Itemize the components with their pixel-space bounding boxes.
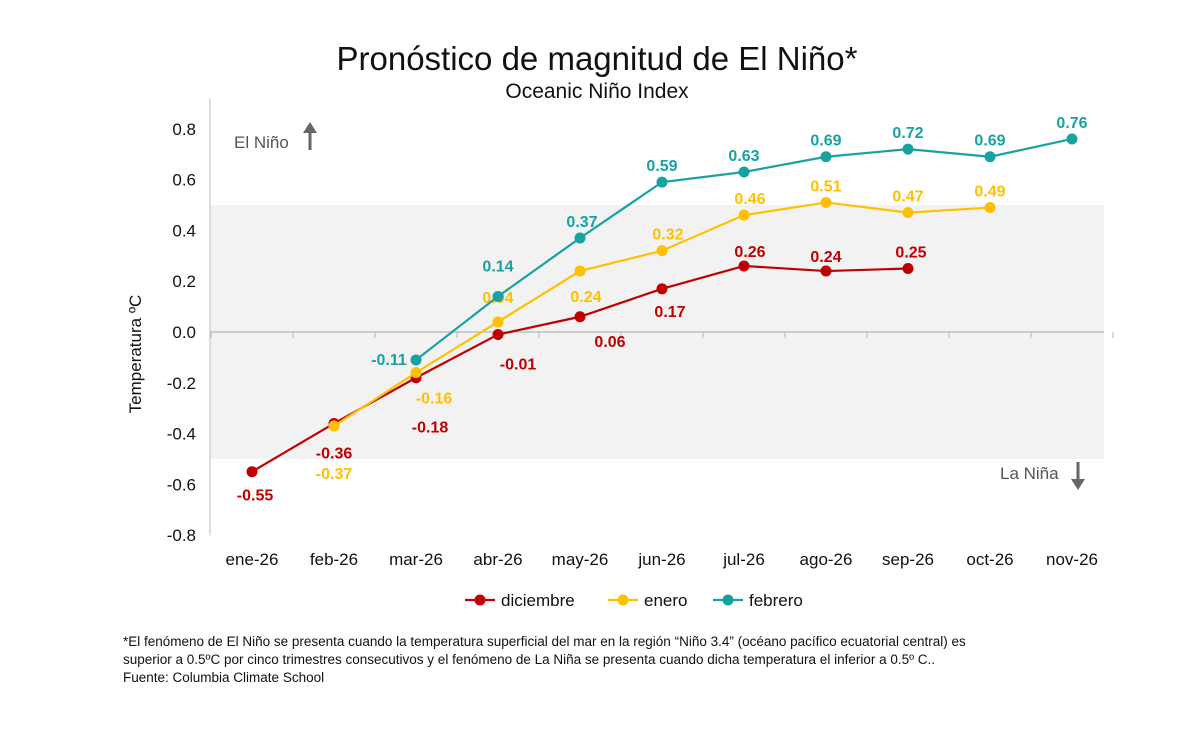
y-tick-label: 0.8	[172, 120, 196, 139]
data-point-enero	[902, 207, 914, 219]
data-point-febrero	[1066, 133, 1078, 145]
legend-item-febrero: febrero	[713, 591, 803, 610]
series-febrero: -0.11 0.14 0.37 0.59 0.63 0.69 0.72 0.69 0.76	[371, 115, 1087, 369]
la-nina-annotation: La Niña	[1000, 464, 1059, 483]
y-tick-label: -0.4	[167, 425, 196, 444]
series-layer: -0.55 -0.36 -0.18 -0.01 0.06 0.17 0.26 0.24 0.25…	[237, 115, 1088, 505]
data-point-febrero	[492, 290, 504, 302]
data-label-enero: 0.24	[570, 289, 601, 306]
legend-label: diciembre	[501, 591, 575, 610]
data-label-diciembre: 0.17	[654, 304, 685, 321]
data-label-febrero: 0.69	[974, 133, 1005, 150]
y-tick-label: -0.8	[167, 526, 196, 545]
x-tick-labels: ene-26 feb-26 mar-26 abr-26 may-26 jun-26 jul-…	[210, 332, 1114, 569]
series-enero: -0.37-0.160.040.240.320.460.510.470.49	[316, 178, 1006, 483]
data-label-febrero: 0.76	[1056, 115, 1087, 132]
y-tick-label: 0.4	[172, 221, 196, 240]
data-point-febrero	[984, 151, 996, 163]
data-label-febrero: 0.59	[646, 158, 677, 175]
data-point-febrero	[574, 232, 586, 244]
data-label-febrero: -0.11	[371, 352, 407, 369]
data-point-febrero	[656, 176, 668, 188]
arrow-down-icon	[1071, 462, 1085, 490]
y-tick-label: 0.2	[172, 272, 196, 291]
data-point-enero	[738, 209, 750, 221]
footnote-line-2: superior a 0.5ºC por cinco trimestres co…	[123, 652, 936, 667]
data-point-diciembre	[656, 283, 668, 295]
data-label-diciembre: 0.25	[895, 245, 926, 262]
data-point-febrero	[820, 151, 832, 163]
x-tick-label: abr-26	[473, 550, 522, 569]
legend-item-diciembre: diciembre	[465, 591, 575, 610]
data-point-diciembre	[574, 311, 586, 323]
legend-marker	[722, 594, 734, 606]
data-point-enero	[410, 367, 422, 379]
el-nino-annotation: El Niño	[234, 133, 289, 152]
data-label-diciembre: -0.36	[316, 445, 353, 462]
data-point-febrero	[738, 166, 750, 178]
data-label-enero: 0.46	[734, 191, 765, 208]
data-label-diciembre: 0.24	[810, 249, 841, 266]
data-label-febrero: 0.37	[566, 214, 597, 231]
y-axis-label: Temperatura ºC	[126, 295, 145, 414]
data-label-febrero: 0.14	[482, 258, 513, 275]
data-label-enero: 0.49	[974, 184, 1005, 201]
y-tick-label: 0.0	[172, 323, 196, 342]
x-tick-label: nov-26	[1046, 550, 1098, 569]
data-point-febrero	[410, 354, 422, 366]
data-label-enero: 0.32	[652, 227, 683, 244]
legend-item-enero: enero	[608, 591, 687, 610]
data-label-febrero: 0.69	[810, 133, 841, 150]
data-label-diciembre: -0.18	[412, 420, 449, 437]
y-tick-label: 0.6	[172, 171, 196, 190]
x-tick-label: jul-26	[722, 550, 765, 569]
footnote-line-3: Fuente: Columbia Climate School	[123, 670, 325, 685]
arrow-up-icon	[303, 122, 317, 150]
data-label-enero: 0.47	[892, 189, 923, 206]
legend-marker	[474, 594, 486, 606]
data-label-diciembre: 0.26	[734, 244, 765, 261]
y-tick-label: -0.6	[167, 475, 196, 494]
data-label-diciembre: -0.01	[500, 357, 537, 374]
legend-label: enero	[644, 591, 687, 610]
x-tick-label: feb-26	[310, 550, 358, 569]
data-point-enero	[492, 316, 504, 328]
data-point-febrero	[902, 143, 914, 155]
data-label-enero: -0.16	[416, 391, 453, 408]
x-tick-label: may-26	[552, 550, 609, 569]
data-label-diciembre: -0.55	[237, 488, 274, 505]
data-label-enero: 0.51	[810, 178, 841, 195]
data-point-enero	[820, 196, 832, 208]
data-point-enero	[656, 245, 668, 257]
data-point-diciembre	[246, 466, 258, 478]
data-point-diciembre	[820, 265, 832, 277]
x-tick-label: mar-26	[389, 550, 443, 569]
y-tick-label: -0.2	[167, 374, 196, 393]
x-tick-label: jun-26	[637, 550, 685, 569]
data-point-diciembre	[738, 260, 750, 272]
x-tick-label: oct-26	[966, 550, 1013, 569]
y-tick-labels: 0.8 0.6 0.4 0.2 0.0 -0.2 -0.4 -0.6 -0.8	[167, 120, 196, 545]
x-tick-label: sep-26	[882, 550, 934, 569]
data-label-febrero: 0.63	[728, 148, 759, 165]
data-label-febrero: 0.72	[892, 125, 923, 142]
legend-label: febrero	[749, 591, 803, 610]
legend-marker	[617, 594, 629, 606]
data-point-enero	[984, 202, 996, 214]
x-tick-label: ene-26	[226, 550, 279, 569]
data-label-enero: -0.37	[316, 466, 353, 483]
data-point-diciembre	[492, 329, 504, 341]
legend: diciembre enero febrero	[465, 591, 803, 610]
data-point-enero	[574, 265, 586, 277]
data-point-diciembre	[902, 263, 914, 274]
footnote: *El fenómeno de El Niño se presenta cuan…	[123, 633, 1123, 687]
footnote-line-1: *El fenómeno de El Niño se presenta cuan…	[123, 634, 966, 649]
x-tick-label: ago-26	[800, 550, 853, 569]
data-label-diciembre: 0.06	[594, 334, 625, 351]
chart-title: Pronóstico de magnitud de El Niño*	[337, 40, 858, 77]
data-point-enero	[328, 420, 340, 432]
chart-subtitle: Oceanic Niño Index	[505, 80, 689, 103]
